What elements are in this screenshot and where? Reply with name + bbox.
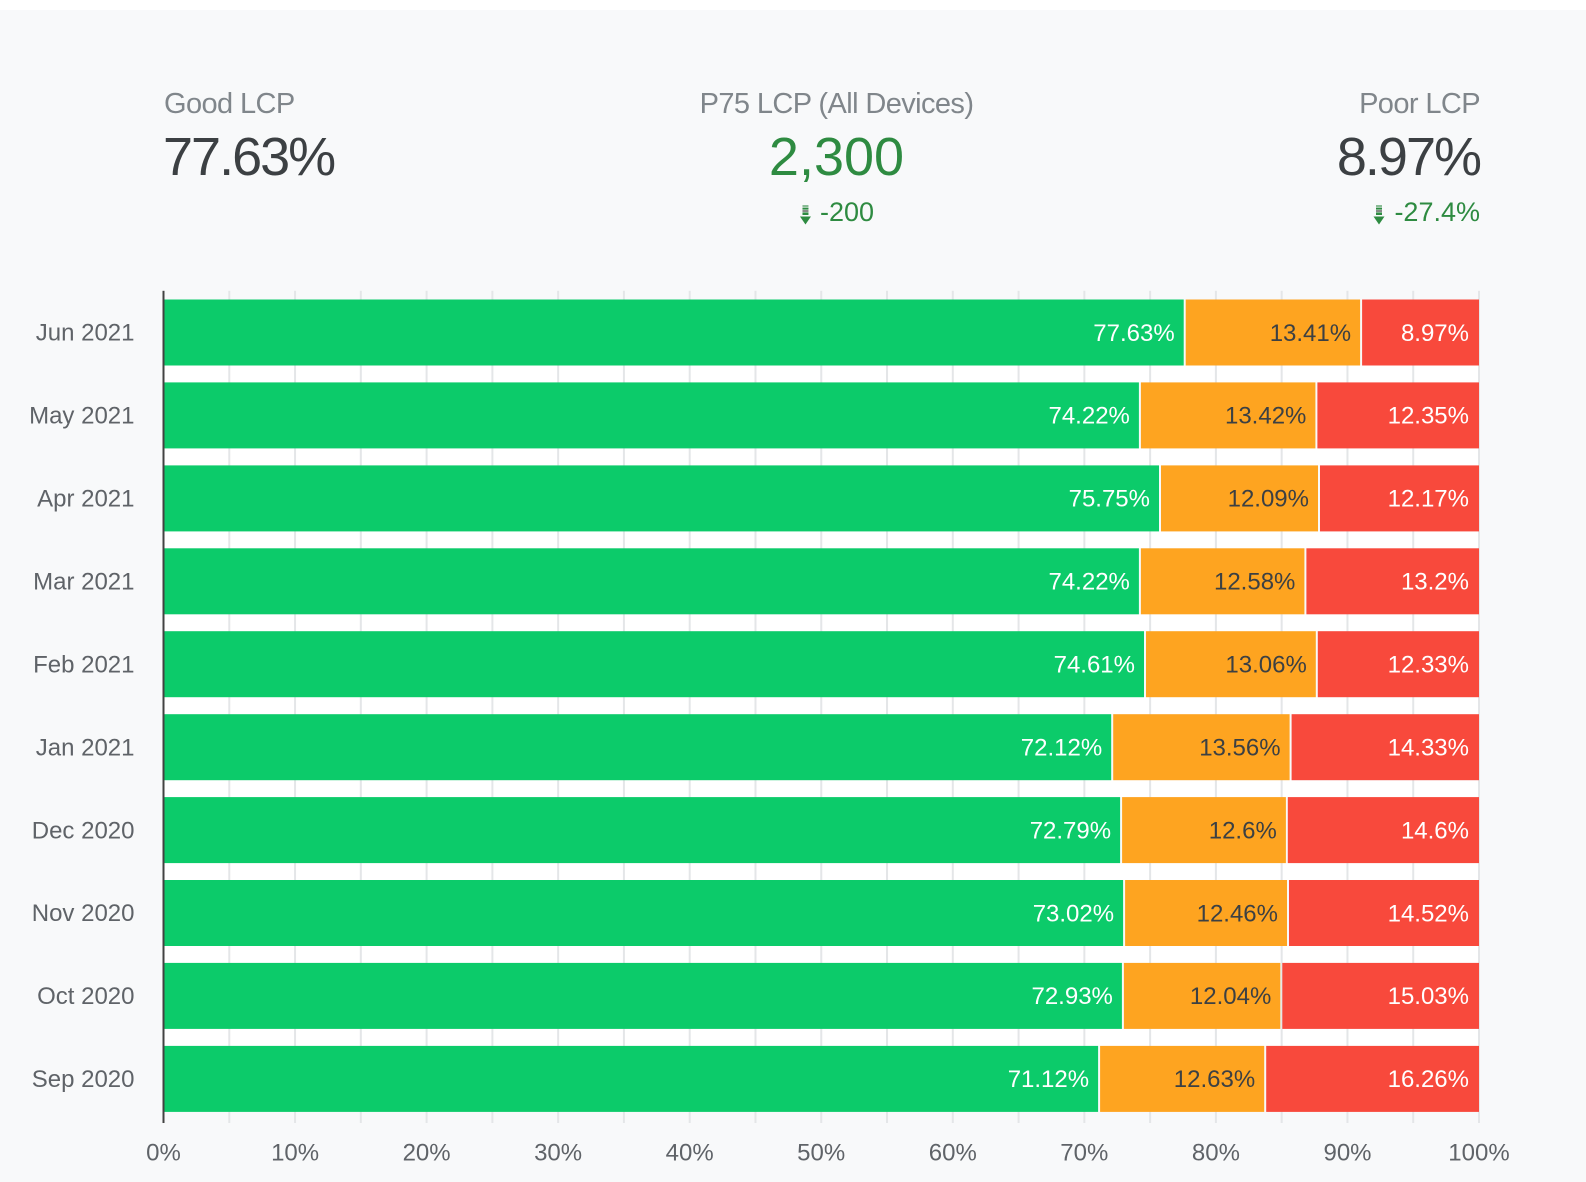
- svg-text:12.17%: 12.17%: [1388, 486, 1469, 513]
- svg-text:13.06%: 13.06%: [1225, 652, 1306, 679]
- svg-text:Jan 2021: Jan 2021: [36, 734, 135, 761]
- svg-text:75.75%: 75.75%: [1069, 486, 1150, 513]
- svg-text:12.33%: 12.33%: [1388, 652, 1469, 679]
- svg-text:74.61%: 74.61%: [1054, 652, 1135, 679]
- svg-text:12.58%: 12.58%: [1214, 569, 1295, 596]
- svg-text:77.63%: 77.63%: [1093, 320, 1174, 347]
- svg-text:13.56%: 13.56%: [1199, 735, 1280, 762]
- svg-text:Apr 2021: Apr 2021: [37, 486, 134, 513]
- svg-text:0%: 0%: [146, 1139, 181, 1166]
- svg-text:12.6%: 12.6%: [1209, 817, 1277, 844]
- svg-text:74.22%: 74.22%: [1048, 569, 1129, 596]
- svg-text:30%: 30%: [534, 1139, 582, 1166]
- svg-text:74.22%: 74.22%: [1048, 403, 1129, 430]
- svg-text:13.2%: 13.2%: [1401, 569, 1469, 596]
- svg-text:40%: 40%: [666, 1139, 714, 1166]
- svg-text:Jun 2021: Jun 2021: [36, 320, 135, 347]
- svg-text:60%: 60%: [929, 1139, 977, 1166]
- svg-text:14.33%: 14.33%: [1388, 735, 1469, 762]
- svg-text:72.93%: 72.93%: [1031, 983, 1112, 1010]
- svg-text:Feb 2021: Feb 2021: [33, 651, 134, 678]
- svg-text:12.35%: 12.35%: [1388, 403, 1469, 430]
- svg-text:15.03%: 15.03%: [1388, 983, 1469, 1010]
- svg-text:May 2021: May 2021: [29, 403, 134, 430]
- svg-text:50%: 50%: [797, 1139, 845, 1166]
- svg-text:100%: 100%: [1448, 1139, 1509, 1166]
- svg-text:71.12%: 71.12%: [1008, 1066, 1089, 1093]
- svg-text:16.26%: 16.26%: [1388, 1066, 1469, 1093]
- svg-text:73.02%: 73.02%: [1033, 900, 1114, 927]
- svg-text:12.63%: 12.63%: [1174, 1066, 1255, 1093]
- svg-text:Sep 2020: Sep 2020: [32, 1066, 135, 1093]
- svg-text:Dec 2020: Dec 2020: [32, 817, 135, 844]
- svg-text:20%: 20%: [403, 1139, 451, 1166]
- svg-text:80%: 80%: [1192, 1139, 1240, 1166]
- svg-text:Nov 2020: Nov 2020: [32, 900, 135, 927]
- svg-text:12.09%: 12.09%: [1228, 486, 1309, 513]
- svg-text:Oct 2020: Oct 2020: [37, 983, 134, 1010]
- svg-text:10%: 10%: [271, 1139, 319, 1166]
- svg-text:12.04%: 12.04%: [1190, 983, 1271, 1010]
- svg-text:8.97%: 8.97%: [1401, 320, 1469, 347]
- svg-text:72.79%: 72.79%: [1030, 817, 1111, 844]
- svg-text:13.41%: 13.41%: [1270, 320, 1351, 347]
- svg-text:14.52%: 14.52%: [1388, 900, 1469, 927]
- svg-text:12.46%: 12.46%: [1197, 900, 1278, 927]
- svg-text:72.12%: 72.12%: [1021, 735, 1102, 762]
- svg-text:14.6%: 14.6%: [1401, 817, 1469, 844]
- svg-text:90%: 90%: [1323, 1139, 1371, 1166]
- svg-text:70%: 70%: [1060, 1139, 1108, 1166]
- svg-text:13.42%: 13.42%: [1225, 403, 1306, 430]
- svg-text:Mar 2021: Mar 2021: [33, 569, 134, 596]
